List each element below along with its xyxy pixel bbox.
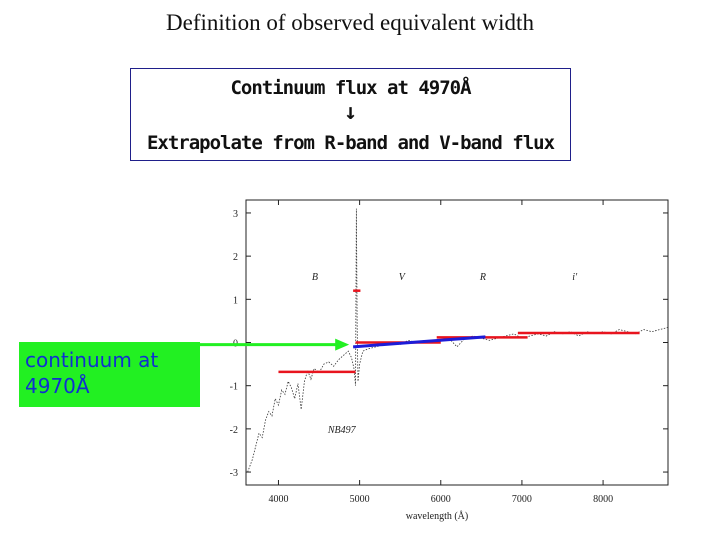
x-tick-label: 6000 (431, 494, 451, 505)
x-tick-label: 8000 (593, 494, 613, 505)
continuum-fit-line (353, 335, 486, 349)
x-tick-label: 5000 (350, 494, 370, 505)
band-label: i' (572, 272, 578, 283)
band-label: V (399, 272, 407, 283)
plot-frame (245, 199, 669, 486)
continuum-label-line2: 4970Å (25, 374, 90, 398)
y-tick-label: 2 (233, 252, 238, 263)
x-axis-label: wavelength (Å) (406, 510, 468, 522)
annotation-arrow-head (335, 338, 350, 351)
x-tick-label: 7000 (512, 494, 532, 505)
x-tick-label: 4000 (268, 494, 288, 505)
y-tick-label: -3 (230, 468, 238, 479)
definition-callout: Continuum flux at 4970Å ↓ Extrapolate fr… (130, 68, 571, 161)
y-tick-label: -2 (230, 425, 238, 436)
slide-title: Definition of observed equivalent width (166, 10, 534, 35)
band-label: R (479, 272, 486, 283)
band-label: B (312, 272, 318, 283)
down-arrow-icon: ↓ (343, 100, 358, 125)
band-label: NB497 (327, 425, 357, 436)
y-tick-label: 3 (233, 209, 238, 220)
callout-method: Extrapolate from R-band and V-band flux (146, 132, 555, 154)
continuum-label: continuum at 4970Å (19, 342, 200, 407)
y-tick-label: 1 (233, 295, 238, 306)
continuum-label-line1: continuum at (25, 348, 159, 372)
callout-heading: Continuum flux at 4970Å (230, 77, 471, 99)
y-tick-label: -1 (230, 382, 238, 393)
